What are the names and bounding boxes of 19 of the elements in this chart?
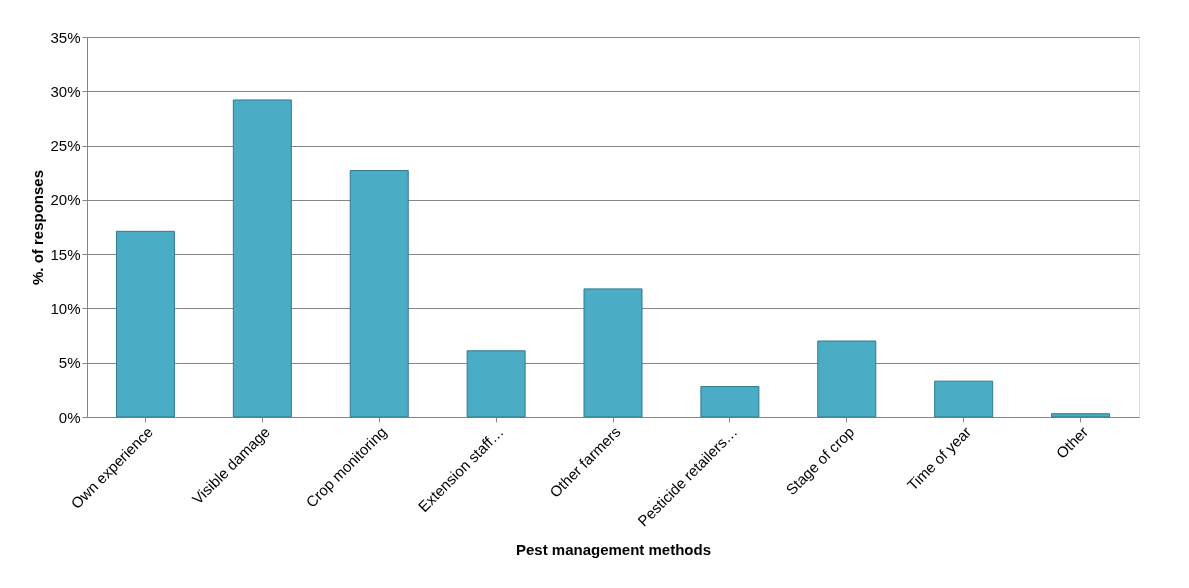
y-tick-label: 35% — [50, 28, 81, 46]
bar — [1051, 413, 1111, 418]
bar — [817, 340, 877, 418]
x-axis-title: Pest management methods — [515, 541, 712, 559]
bar — [700, 386, 760, 418]
bar — [232, 99, 292, 418]
y-tick-label: 10% — [50, 299, 81, 317]
y-tick-label: 30% — [50, 82, 81, 100]
y-tick-label: 0% — [58, 408, 81, 426]
bar — [115, 230, 175, 418]
y-axis-title: %. of responses — [29, 169, 47, 286]
bar — [934, 380, 994, 418]
y-tick-label: 20% — [50, 191, 81, 209]
bar — [466, 350, 526, 418]
y-tick-label: 5% — [58, 354, 81, 372]
y-tick-label: 25% — [50, 137, 81, 155]
y-tick-label: 15% — [50, 245, 81, 263]
bar — [349, 170, 409, 418]
bar — [583, 288, 643, 418]
